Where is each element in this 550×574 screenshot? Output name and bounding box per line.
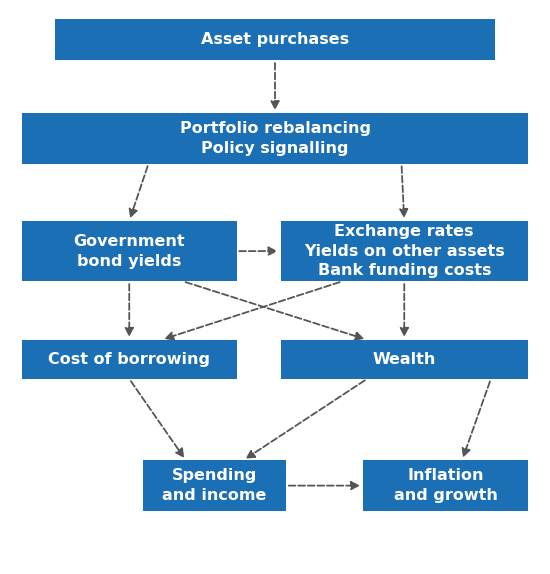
Text: Exchange rates
Yields on other assets
Bank funding costs: Exchange rates Yields on other assets Ba…: [304, 224, 505, 278]
FancyBboxPatch shape: [22, 113, 528, 164]
FancyBboxPatch shape: [143, 460, 286, 511]
FancyBboxPatch shape: [55, 19, 495, 60]
FancyBboxPatch shape: [22, 221, 236, 281]
FancyBboxPatch shape: [280, 221, 528, 281]
Text: Government
bond yields: Government bond yields: [74, 234, 185, 269]
Text: Asset purchases: Asset purchases: [201, 32, 349, 47]
Text: Spending
and income: Spending and income: [162, 468, 267, 503]
Text: Cost of borrowing: Cost of borrowing: [48, 352, 210, 367]
FancyBboxPatch shape: [363, 460, 528, 511]
Text: Inflation
and growth: Inflation and growth: [394, 468, 497, 503]
FancyBboxPatch shape: [280, 340, 528, 379]
Text: Wealth: Wealth: [372, 352, 436, 367]
FancyBboxPatch shape: [22, 340, 236, 379]
Text: Portfolio rebalancing
Policy signalling: Portfolio rebalancing Policy signalling: [179, 121, 371, 156]
